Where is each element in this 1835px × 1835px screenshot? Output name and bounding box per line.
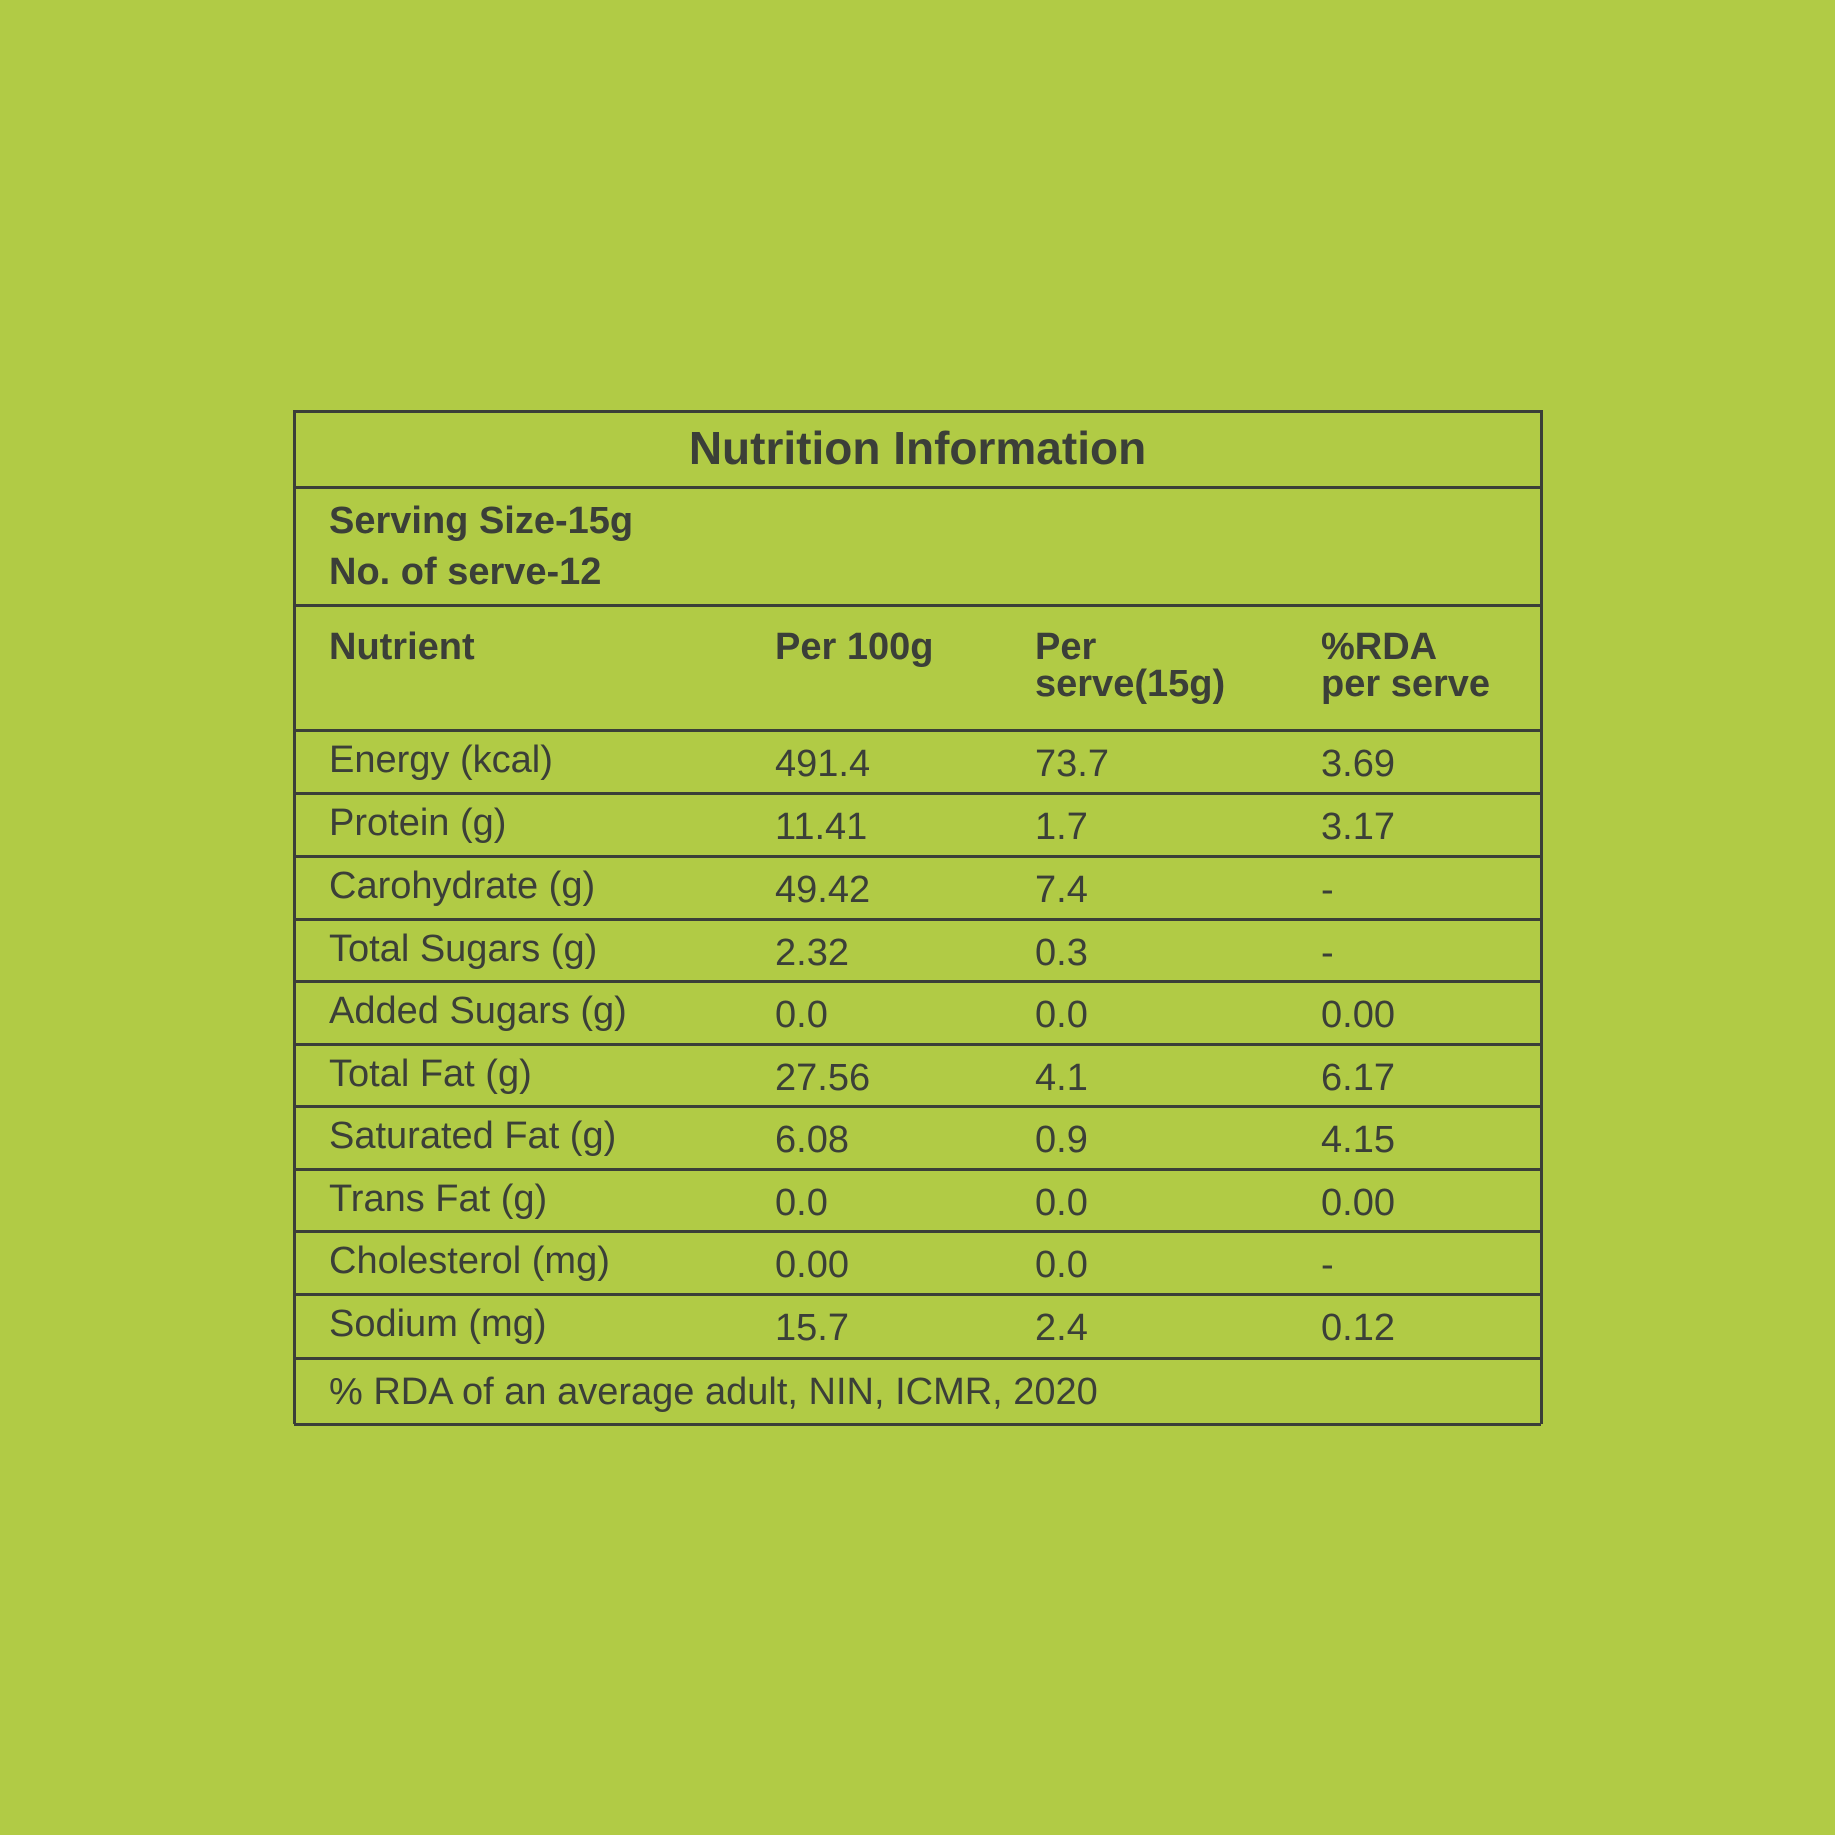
cell-value: 0.9 xyxy=(1035,1119,1088,1161)
cell-value: 73.7 xyxy=(1035,743,1109,785)
column-header: Nutrient xyxy=(329,626,475,668)
column-header: per serve xyxy=(1321,663,1491,705)
serving-line: No. of serve-12 xyxy=(329,551,602,593)
cell-value: 11.41 xyxy=(775,806,868,848)
footnote: % RDA of an average adult, NIN, ICMR, 20… xyxy=(329,1371,1098,1413)
cell-value: 0.3 xyxy=(1035,932,1088,974)
h-rule xyxy=(294,792,1541,795)
nutrient-name: Protein (g) xyxy=(329,802,507,844)
cell-value: 0.0 xyxy=(775,994,828,1036)
v-rule xyxy=(1540,410,1543,1424)
cell-value: 1.7 xyxy=(1035,806,1088,848)
h-rule xyxy=(294,410,1541,413)
cell-value: 6.08 xyxy=(775,1119,849,1161)
nutrient-name: Carohydrate (g) xyxy=(329,865,596,907)
cell-value: 0.0 xyxy=(1035,1244,1088,1286)
column-header: Per 100g xyxy=(775,626,934,668)
cell-value: 0.00 xyxy=(1321,994,1395,1036)
column-header: Per xyxy=(1035,626,1097,668)
cell-value: 3.17 xyxy=(1321,806,1395,848)
cell-value: 2.32 xyxy=(775,932,849,974)
column-header: serve(15g) xyxy=(1035,663,1226,705)
v-rule xyxy=(293,410,296,1424)
serving-line: Serving Size-15g xyxy=(329,500,634,542)
nutrient-name: Total Sugars (g) xyxy=(329,928,598,970)
h-rule xyxy=(294,1230,1541,1233)
nutrient-name: Cholesterol (mg) xyxy=(329,1240,610,1282)
cell-value: 0.12 xyxy=(1321,1307,1395,1349)
nutrient-name: Added Sugars (g) xyxy=(329,990,627,1032)
cell-value: 49.42 xyxy=(775,869,871,911)
cell-value: 0.00 xyxy=(775,1244,849,1286)
title: Nutrition Information xyxy=(688,422,1147,474)
h-rule xyxy=(294,486,1541,489)
nutrient-name: Sodium (mg) xyxy=(329,1303,547,1345)
nutrient-name: Saturated Fat (g) xyxy=(329,1115,617,1157)
cell-value: 0.0 xyxy=(775,1182,828,1224)
nutrient-name: Trans Fat (g) xyxy=(329,1178,548,1220)
nutrient-name: Total Fat (g) xyxy=(329,1053,532,1095)
nutrient-name: Energy (kcal) xyxy=(329,739,553,781)
h-rule xyxy=(294,1423,1541,1426)
h-rule xyxy=(294,855,1541,858)
cell-value: - xyxy=(1321,869,1334,911)
cell-value: 27.56 xyxy=(775,1057,871,1099)
cell-value: 4.1 xyxy=(1035,1057,1088,1099)
h-rule xyxy=(294,980,1541,983)
h-rule xyxy=(294,1357,1541,1360)
cell-value: 7.4 xyxy=(1035,869,1088,911)
cell-value: 491.4 xyxy=(775,743,871,785)
cell-value: 2.4 xyxy=(1035,1307,1088,1349)
cell-value: 3.69 xyxy=(1321,743,1395,785)
cell-value: 0.0 xyxy=(1035,994,1088,1036)
h-rule xyxy=(294,604,1541,607)
cell-value: 4.15 xyxy=(1321,1119,1395,1161)
cell-value: 0.00 xyxy=(1321,1182,1395,1224)
h-rule xyxy=(294,1105,1541,1108)
cell-value: 0.0 xyxy=(1035,1182,1088,1224)
h-rule xyxy=(294,1043,1541,1046)
cell-value: - xyxy=(1321,932,1334,974)
h-rule xyxy=(294,729,1541,732)
h-rule xyxy=(294,918,1541,921)
cell-value: 6.17 xyxy=(1321,1057,1395,1099)
cell-value: - xyxy=(1321,1244,1334,1286)
h-rule xyxy=(294,1293,1541,1296)
column-header: %RDA xyxy=(1321,626,1438,668)
cell-value: 15.7 xyxy=(775,1307,849,1349)
h-rule xyxy=(294,1168,1541,1171)
